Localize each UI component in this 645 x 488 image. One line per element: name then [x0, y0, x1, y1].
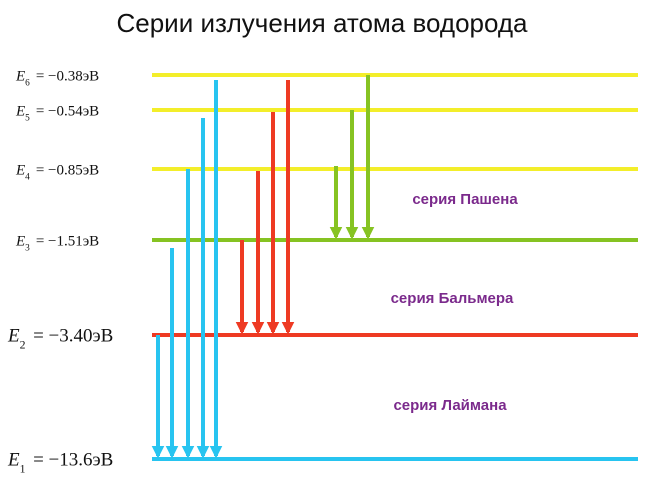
series-labels: серия Лаймана серия Бальмера серия Пашена [391, 191, 519, 414]
level-label-e2: E2 = −3.40эB [7, 326, 113, 352]
series-label-balmer: серия Бальмера [391, 290, 514, 307]
level-label-e3: E3 = −1.51эB [15, 233, 99, 253]
diagram-title: Серии излучения атома водорода [116, 8, 528, 38]
series-label-lyman: серия Лаймана [393, 397, 507, 414]
level-labels: E1 = −13.6эB E2 = −3.40эB E3 = −1.51эB E4 = −0.… [7, 68, 113, 475]
level-label-e5: E5 = −0.54эB [15, 103, 99, 123]
energy-levels [152, 73, 638, 461]
level-label-e1: E1 = −13.6эB [7, 450, 113, 476]
transition-arrows [151, 75, 375, 459]
level-label-e6: E6 = −0.38эB [15, 68, 99, 88]
series-label-paschen: серия Пашена [412, 191, 518, 208]
level-label-e4: E4 = −0.85эB [15, 162, 99, 182]
